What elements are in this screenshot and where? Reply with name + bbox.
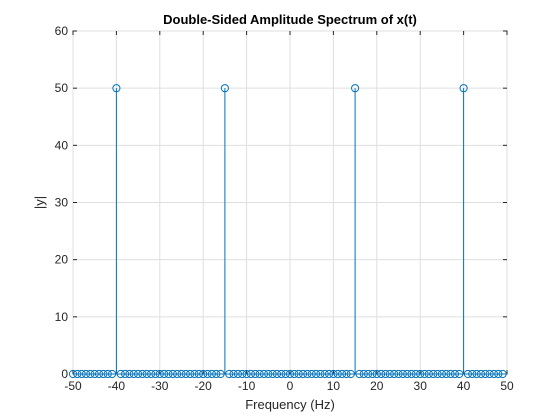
x-tick-label: -40 bbox=[108, 379, 126, 393]
x-tick-label: 50 bbox=[500, 379, 514, 393]
x-tick-label: -50 bbox=[64, 379, 82, 393]
y-tick-label: 50 bbox=[55, 81, 69, 95]
stem-marker bbox=[220, 84, 229, 93]
x-tick-label: -30 bbox=[151, 379, 169, 393]
x-axis-label: Frequency (Hz) bbox=[245, 397, 335, 412]
chart-title: Double-Sided Amplitude Spectrum of x(t) bbox=[163, 12, 417, 27]
x-tick-label: -10 bbox=[238, 379, 256, 393]
stem-series bbox=[68, 84, 507, 379]
y-tick-label: 0 bbox=[61, 367, 68, 381]
y-tick-label: 20 bbox=[55, 253, 69, 267]
x-tick-label: -20 bbox=[195, 379, 213, 393]
x-tick-label: 0 bbox=[287, 379, 294, 393]
y-tick-label: 30 bbox=[55, 196, 69, 210]
stem-marker bbox=[351, 84, 360, 93]
stem-marker bbox=[459, 84, 468, 93]
x-tick-label: 20 bbox=[370, 379, 384, 393]
x-tick-label: 30 bbox=[414, 379, 428, 393]
y-tick-label: 10 bbox=[55, 310, 69, 324]
stem-marker bbox=[112, 84, 121, 93]
y-axis-label: |y| bbox=[32, 196, 47, 209]
y-tick-label: 60 bbox=[55, 24, 69, 38]
x-tick-label: 40 bbox=[457, 379, 471, 393]
x-tick-label: 10 bbox=[327, 379, 341, 393]
ticks: -50 -40 -30 -20 -10 0 10 20 30 40 50 0 10 20 30 40 50 60 bbox=[55, 24, 514, 393]
y-tick-label: 40 bbox=[55, 138, 69, 152]
